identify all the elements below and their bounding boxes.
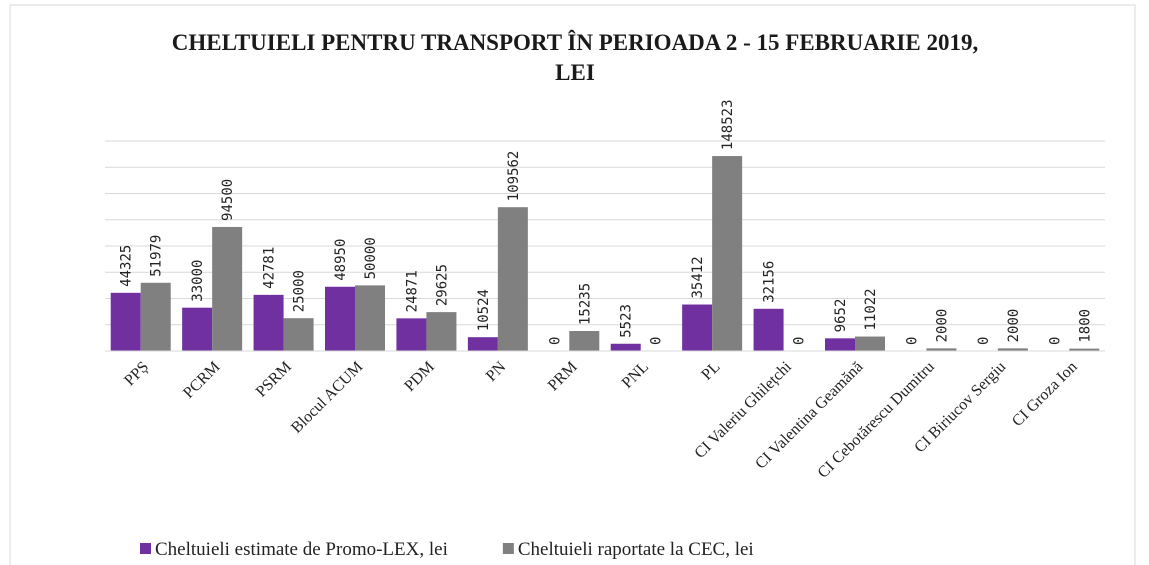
value-label: 48950 [333, 239, 349, 281]
value-label: 24871 [404, 270, 420, 312]
x-tick-label: PPȘ [121, 358, 152, 389]
bar [110, 292, 141, 351]
value-label: 50000 [363, 237, 379, 279]
value-label: 0 [649, 337, 665, 345]
bar [682, 304, 713, 351]
value-label: 94500 [220, 179, 236, 221]
value-label: 15235 [577, 283, 593, 325]
bar [396, 318, 427, 351]
bar [997, 348, 1028, 351]
x-tick-label: CI Cebotărescu Dumitru [815, 358, 938, 481]
value-label: 51979 [149, 235, 165, 277]
bar [212, 226, 243, 351]
bar [283, 318, 314, 351]
value-label: 0 [976, 337, 992, 345]
bar [497, 207, 528, 351]
value-label: 5523 [619, 304, 635, 338]
bar [926, 348, 957, 351]
x-tick-label: PSRM [253, 358, 295, 400]
value-label: 2000 [1006, 309, 1022, 343]
value-label: 0 [547, 337, 563, 345]
bar [569, 331, 600, 351]
bar [467, 337, 498, 351]
value-label: 2000 [934, 309, 950, 343]
bar [355, 285, 385, 351]
x-tick-label: PN [483, 358, 510, 385]
legend-label: Cheltuieli estimate de Promo-LEX, lei [155, 539, 448, 560]
x-tick-label: PL [698, 358, 723, 383]
chart-frame [9, 4, 1136, 565]
bar [825, 338, 855, 351]
value-label: 0 [904, 337, 920, 345]
bar [753, 308, 784, 351]
value-label: 42781 [262, 247, 278, 289]
bar [1069, 348, 1100, 351]
legend-label: Cheltuieli raportate la CEC, lei [518, 539, 754, 560]
value-label: 44325 [119, 245, 135, 287]
bar [426, 312, 457, 351]
bar [253, 294, 284, 351]
value-label: 0 [792, 337, 808, 345]
x-tick-label: PRM [545, 358, 581, 394]
value-label: 148523 [720, 99, 736, 150]
value-label: 29625 [434, 264, 450, 306]
value-label: 109562 [506, 151, 522, 202]
x-tick-label: CI Groza Ion [1009, 358, 1081, 430]
bar [712, 156, 743, 351]
x-tick-label: PNL [619, 358, 652, 391]
x-tick-label: PCRM [180, 358, 223, 401]
bar [325, 286, 355, 351]
value-label: 10524 [476, 289, 492, 331]
value-label: 9652 [833, 299, 849, 333]
bar [140, 282, 171, 351]
x-tick-label: PDM [401, 358, 438, 395]
value-label: 11022 [863, 288, 879, 330]
x-tick-label: Blocul ACUM [288, 358, 366, 436]
legend-swatch [502, 543, 514, 554]
value-label: 0 [1047, 337, 1063, 345]
value-label: 32156 [762, 261, 778, 303]
value-label: 25000 [292, 270, 308, 312]
chart-title: CHELTUIELI PENTRU TRANSPORT ÎN PERIOADA … [171, 30, 979, 85]
value-label: 33000 [190, 260, 206, 302]
legend-swatch [140, 543, 151, 554]
bar [855, 336, 885, 351]
value-label: 1800 [1077, 309, 1093, 343]
value-label: 35412 [690, 256, 706, 298]
bar [182, 307, 213, 351]
bar [610, 343, 641, 351]
